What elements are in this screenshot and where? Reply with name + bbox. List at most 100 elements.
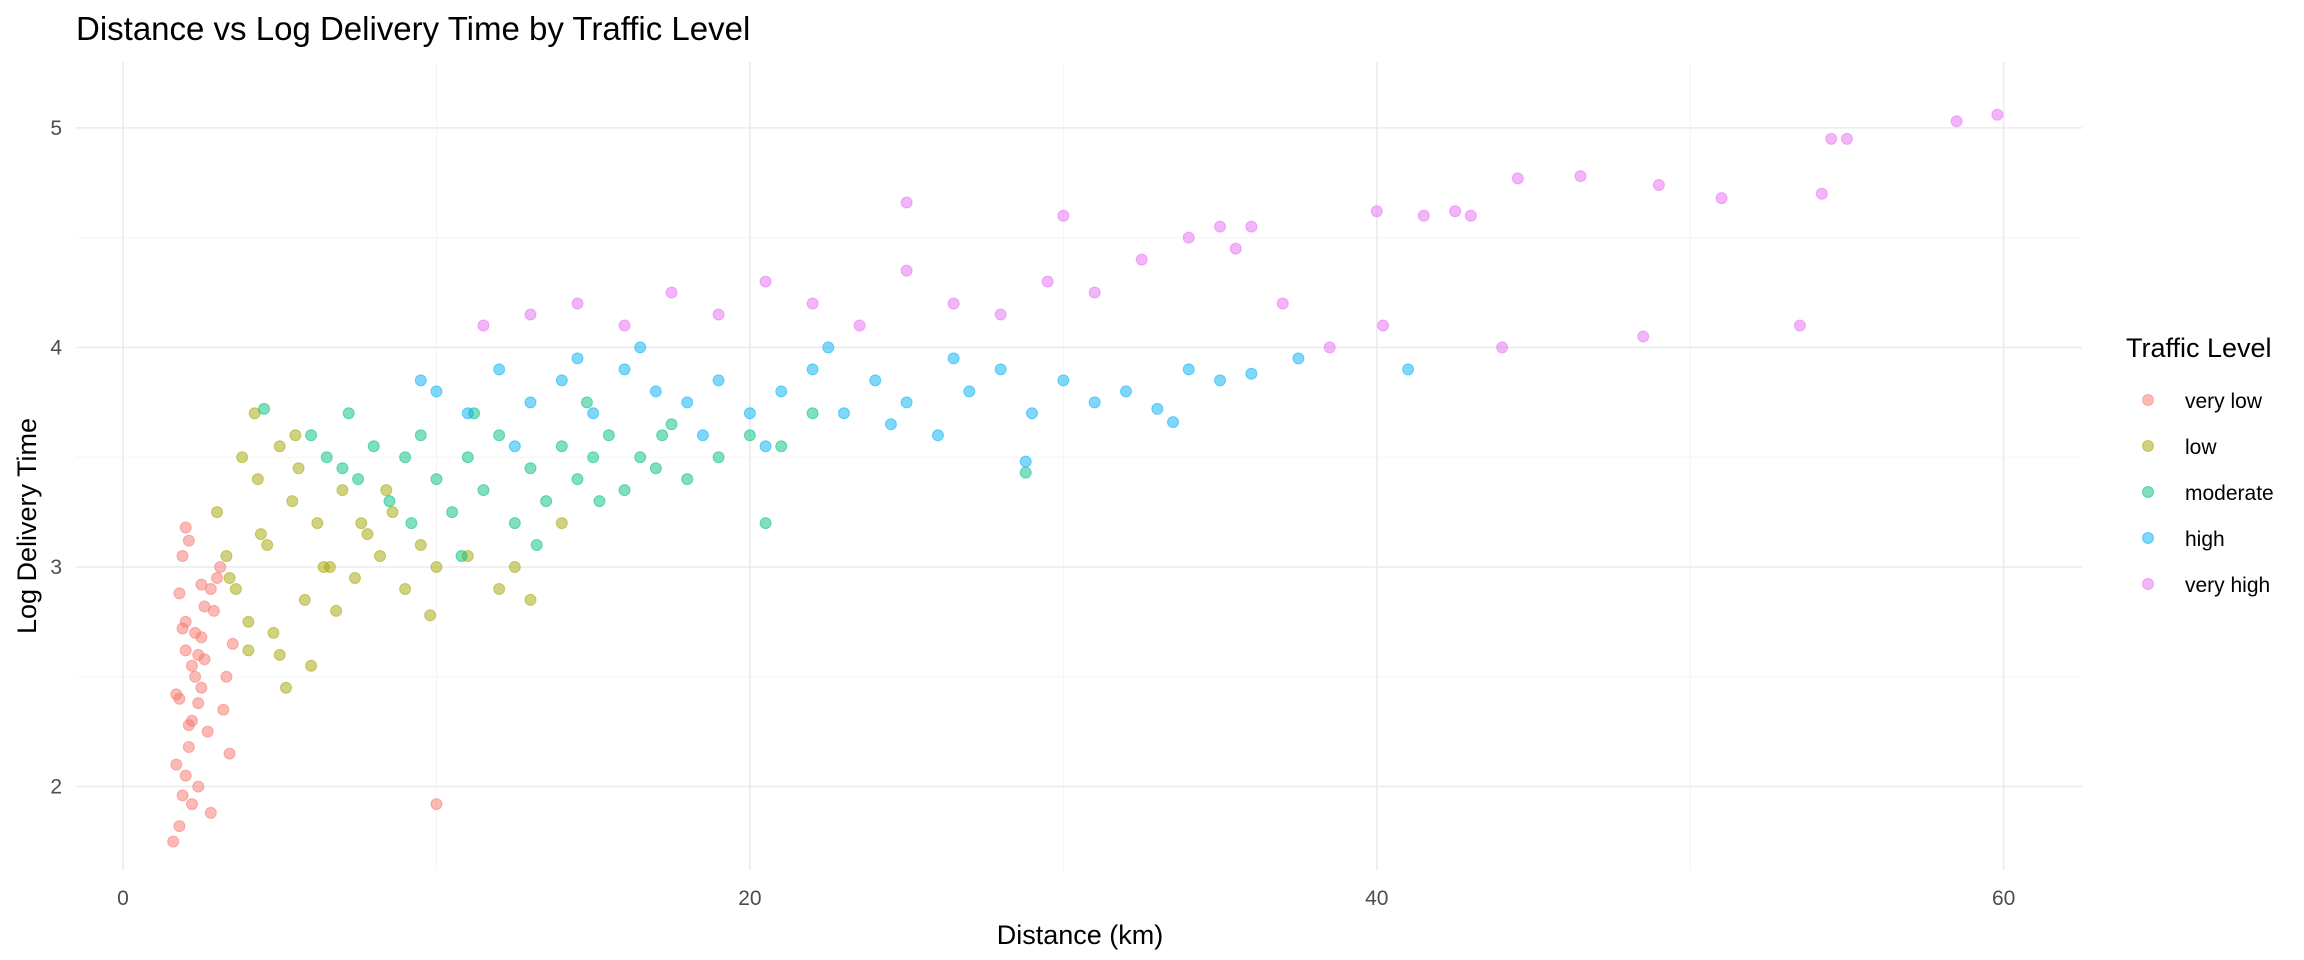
data-point	[242, 615, 255, 628]
data-point	[1637, 330, 1650, 343]
data-point	[430, 561, 443, 573]
data-point	[947, 297, 960, 310]
data-point	[352, 473, 365, 486]
y-tick-label: 3	[50, 556, 62, 579]
data-point	[524, 462, 537, 475]
data-point	[963, 385, 976, 398]
data-point	[173, 820, 186, 833]
data-point	[712, 308, 725, 321]
data-point	[571, 352, 584, 365]
data-point	[1323, 341, 1336, 354]
data-point	[195, 578, 208, 591]
data-point	[223, 571, 236, 584]
data-point	[1402, 363, 1415, 376]
data-point	[743, 407, 756, 420]
data-point	[540, 495, 553, 508]
legend-label: low	[2185, 436, 2217, 459]
data-point	[524, 593, 537, 606]
data-point	[424, 609, 437, 622]
data-point	[182, 534, 195, 547]
data-point	[602, 429, 615, 442]
data-point	[822, 341, 835, 354]
x-tick-label: 40	[1365, 887, 1388, 910]
data-point	[1574, 170, 1587, 183]
x-axis-label: Distance (km)	[997, 920, 1164, 950]
data-point	[1715, 192, 1728, 205]
chart-title: Distance vs Log Delivery Time by Traffic…	[76, 10, 750, 47]
data-point	[1511, 172, 1524, 185]
data-point	[229, 582, 242, 595]
data-point	[1025, 407, 1038, 420]
data-point	[214, 561, 227, 573]
data-point	[931, 429, 944, 442]
data-point	[201, 725, 214, 738]
data-point	[185, 659, 198, 672]
data-point	[1088, 286, 1101, 299]
data-point	[524, 308, 537, 321]
legend-label: moderate	[2185, 482, 2274, 505]
legend-label: very low	[2185, 390, 2263, 413]
data-point	[618, 363, 631, 376]
data-point	[649, 385, 662, 398]
data-point	[1464, 209, 1477, 222]
legend-label: high	[2185, 528, 2225, 551]
data-point	[176, 622, 189, 635]
data-point	[289, 429, 302, 442]
data-point	[226, 637, 239, 650]
data-point	[273, 440, 286, 453]
data-point	[273, 648, 286, 661]
data-point	[1151, 402, 1164, 415]
data-point	[192, 697, 205, 710]
data-point	[399, 582, 412, 595]
data-point	[254, 528, 267, 541]
data-point	[696, 429, 709, 442]
data-point	[712, 451, 725, 464]
data-point	[430, 473, 443, 486]
x-axis-ticks: 0 20 40 60	[117, 887, 2015, 910]
data-point	[405, 517, 418, 530]
data-point	[1991, 108, 2004, 121]
data-point	[618, 319, 631, 332]
data-point	[508, 517, 521, 530]
legend: Traffic Level very lowlowmoderatehighver…	[2126, 333, 2274, 597]
data-point	[455, 550, 468, 563]
data-point	[236, 451, 249, 464]
data-point	[361, 528, 374, 541]
data-point	[555, 440, 568, 453]
data-point	[493, 429, 506, 442]
data-point	[192, 780, 205, 793]
data-point	[179, 521, 192, 534]
data-point	[355, 517, 368, 530]
data-point	[348, 571, 361, 584]
data-point	[176, 789, 189, 802]
data-points	[167, 108, 2004, 848]
data-point	[1229, 242, 1242, 255]
data-point	[189, 626, 202, 639]
data-point	[1370, 205, 1383, 218]
data-point	[508, 440, 521, 453]
data-point	[593, 495, 606, 508]
y-axis-label: Log Delivery Time	[12, 418, 42, 634]
data-point	[367, 440, 380, 453]
data-point	[251, 473, 264, 486]
x-tick-label: 0	[117, 887, 129, 910]
data-point	[1182, 231, 1195, 244]
data-point	[182, 719, 195, 732]
data-point	[217, 703, 230, 716]
data-point	[587, 407, 600, 420]
data-point	[446, 506, 459, 519]
data-point	[712, 374, 725, 387]
series-very-low	[167, 521, 443, 848]
data-point	[1417, 209, 1430, 222]
data-point	[317, 561, 330, 573]
data-point	[1840, 132, 1853, 145]
data-point	[1652, 178, 1665, 191]
data-point	[1214, 220, 1227, 233]
data-point	[1377, 319, 1390, 332]
data-point	[305, 429, 318, 442]
data-point	[195, 681, 208, 694]
series-high	[414, 341, 1415, 468]
data-point	[223, 747, 236, 760]
